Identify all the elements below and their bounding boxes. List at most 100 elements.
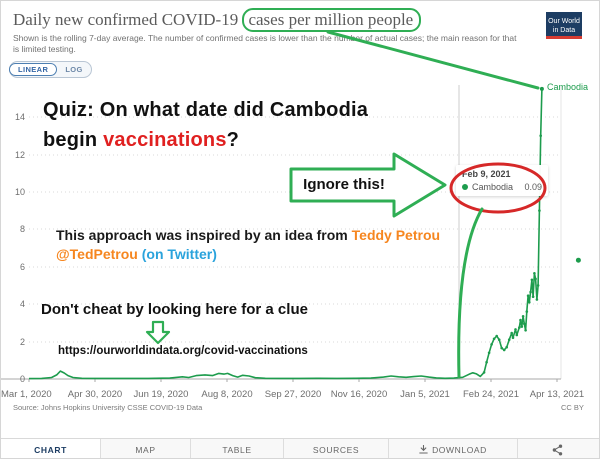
data-point-marker: [514, 328, 517, 331]
data-point-marker: [535, 298, 539, 301]
x-tick-3: Aug 8, 2020: [201, 389, 253, 400]
data-point-marker: [502, 348, 506, 352]
data-point-marker: [495, 334, 499, 338]
data-point-marker: [523, 322, 526, 326]
license-link[interactable]: CC BY: [561, 403, 584, 412]
quiz-line2-highlight: vaccinations: [103, 129, 227, 151]
x-tick-0: Mar 1, 2020: [1, 389, 52, 400]
peak-point-marker: [539, 86, 544, 91]
data-point-marker: [530, 278, 534, 282]
data-point-marker: [529, 290, 532, 294]
clue-down-arrow-icon: [145, 320, 171, 345]
y-tick-12: 12: [14, 150, 25, 160]
tooltip-date: Feb 9, 2021: [462, 169, 511, 179]
x-tick-6: Jan 5, 2021: [400, 389, 450, 400]
data-point-marker: [536, 284, 540, 287]
inspired-line2: @TedPetrou (on Twitter): [56, 246, 217, 262]
log-button[interactable]: LOG: [65, 65, 83, 74]
y-tick-0: 0: [19, 374, 25, 384]
quiz-line2-suffix: ?: [226, 129, 240, 151]
data-point-marker: [533, 272, 536, 275]
data-point-marker: [539, 134, 542, 137]
tooltip-series-name: Cambodia: [472, 182, 514, 192]
data-point-marker: [482, 371, 486, 374]
data-point-marker: [492, 337, 496, 341]
data-point-marker: [520, 325, 524, 328]
data-point-marker: [534, 277, 537, 281]
tab-chart[interactable]: CHART: [1, 439, 101, 458]
data-point-marker: [519, 318, 522, 322]
data-point-marker: [500, 346, 504, 350]
inspired-twitter: (on Twitter): [137, 246, 217, 262]
data-point-marker: [515, 333, 519, 337]
source-note: Source: Johns Hopkins University CSSE CO…: [13, 403, 203, 412]
clue-url-text: https://ourworldindata.org/covid-vaccina…: [58, 345, 308, 357]
owid-logo-line1: Our World: [548, 18, 580, 25]
tab-sources-label: SOURCES: [312, 444, 360, 455]
timeline-control: Feb 1, 2020 Apr 13, 2021: [1, 416, 599, 437]
owid-logo[interactable]: Our World in Data: [546, 12, 582, 39]
tab-table-label: TABLE: [222, 444, 252, 455]
y-tick-4: 4: [19, 299, 25, 309]
data-point-marker: [540, 87, 544, 91]
quiz-question-line1: Quiz: On what date did Cambodia: [43, 99, 369, 121]
tab-download[interactable]: DOWNLOAD: [389, 439, 518, 458]
tab-map[interactable]: MAP: [101, 439, 191, 458]
tab-share[interactable]: [518, 439, 599, 458]
tab-sources[interactable]: SOURCES: [284, 439, 389, 458]
chart-subtitle: Shown is the rolling 7-day average. The …: [13, 33, 517, 55]
detached-point-marker: [575, 257, 581, 263]
y-tick-2: 2: [19, 337, 25, 347]
data-point-marker: [511, 336, 515, 340]
tab-map-label: MAP: [135, 444, 156, 455]
share-icon: [552, 444, 563, 455]
y-tick-6: 6: [19, 262, 25, 272]
x-tick-5: Nov 16, 2020: [330, 389, 388, 400]
linear-button[interactable]: LINEAR: [9, 63, 58, 76]
x-tick-4: Sep 27, 2020: [264, 389, 322, 400]
data-point-marker: [538, 209, 541, 212]
inspired-name: Teddy Petrou: [351, 227, 441, 243]
tab-table[interactable]: TABLE: [191, 439, 284, 458]
quiz-question-line2: begin vaccinations?: [43, 129, 239, 152]
view-tabs: CHART MAP TABLE SOURCES DOWNLOAD: [1, 438, 599, 458]
y-tick-14: 14: [14, 112, 25, 122]
data-point-marker: [487, 351, 491, 355]
inspired-line1: This approach was inspired by an idea fr…: [56, 227, 440, 243]
hover-tooltip: Feb 9, 2021 Cambodia 0.09: [456, 165, 548, 196]
data-point-marker: [526, 294, 530, 298]
series-end-label: Cambodia: [547, 82, 589, 92]
data-point-marker: [505, 345, 509, 349]
x-tick-1: Apr 30, 2020: [67, 389, 123, 400]
chart-title-text: Daily new confirmed COVID-19: [13, 10, 239, 29]
quiz-line2-prefix: begin: [43, 129, 104, 151]
tooltip-value: 0.09: [524, 182, 542, 192]
chart-title: Daily new confirmed COVID-19 cases per m…: [13, 8, 422, 32]
dont-cheat-text: Don't cheat by looking here for a clue: [41, 301, 308, 318]
data-point-marker: [490, 343, 493, 346]
download-icon: [419, 445, 428, 454]
chart-title-circled-phrase: cases per million people: [242, 8, 422, 32]
x-tick-8: Apr 13, 2021: [529, 389, 585, 400]
owid-logo-line2: in Data: [552, 27, 576, 35]
inspired-handle: @TedPetrou: [56, 246, 138, 262]
scale-toggle: LINEAR LOG: [9, 61, 92, 78]
circle-to-datapoint-curve: [457, 207, 484, 379]
data-point-marker: [510, 331, 513, 335]
data-point-marker: [521, 315, 525, 318]
data-point-marker: [485, 360, 488, 364]
tooltip-series-dot-icon: [462, 184, 468, 190]
y-tick-8: 8: [19, 224, 25, 234]
y-tick-10: 10: [14, 187, 25, 197]
data-point-marker: [507, 338, 511, 342]
data-point-marker: [518, 326, 521, 329]
data-point-marker: [528, 301, 531, 304]
x-tick-7: Feb 24, 2021: [463, 389, 519, 400]
inspired-text: This approach was inspired by an idea fr…: [56, 227, 352, 243]
tab-chart-label: CHART: [34, 444, 67, 455]
data-point-marker: [525, 310, 529, 313]
x-axis-ticks: [28, 379, 558, 382]
ignore-this-label: Ignore this!: [303, 176, 385, 193]
data-point-marker: [531, 295, 535, 299]
